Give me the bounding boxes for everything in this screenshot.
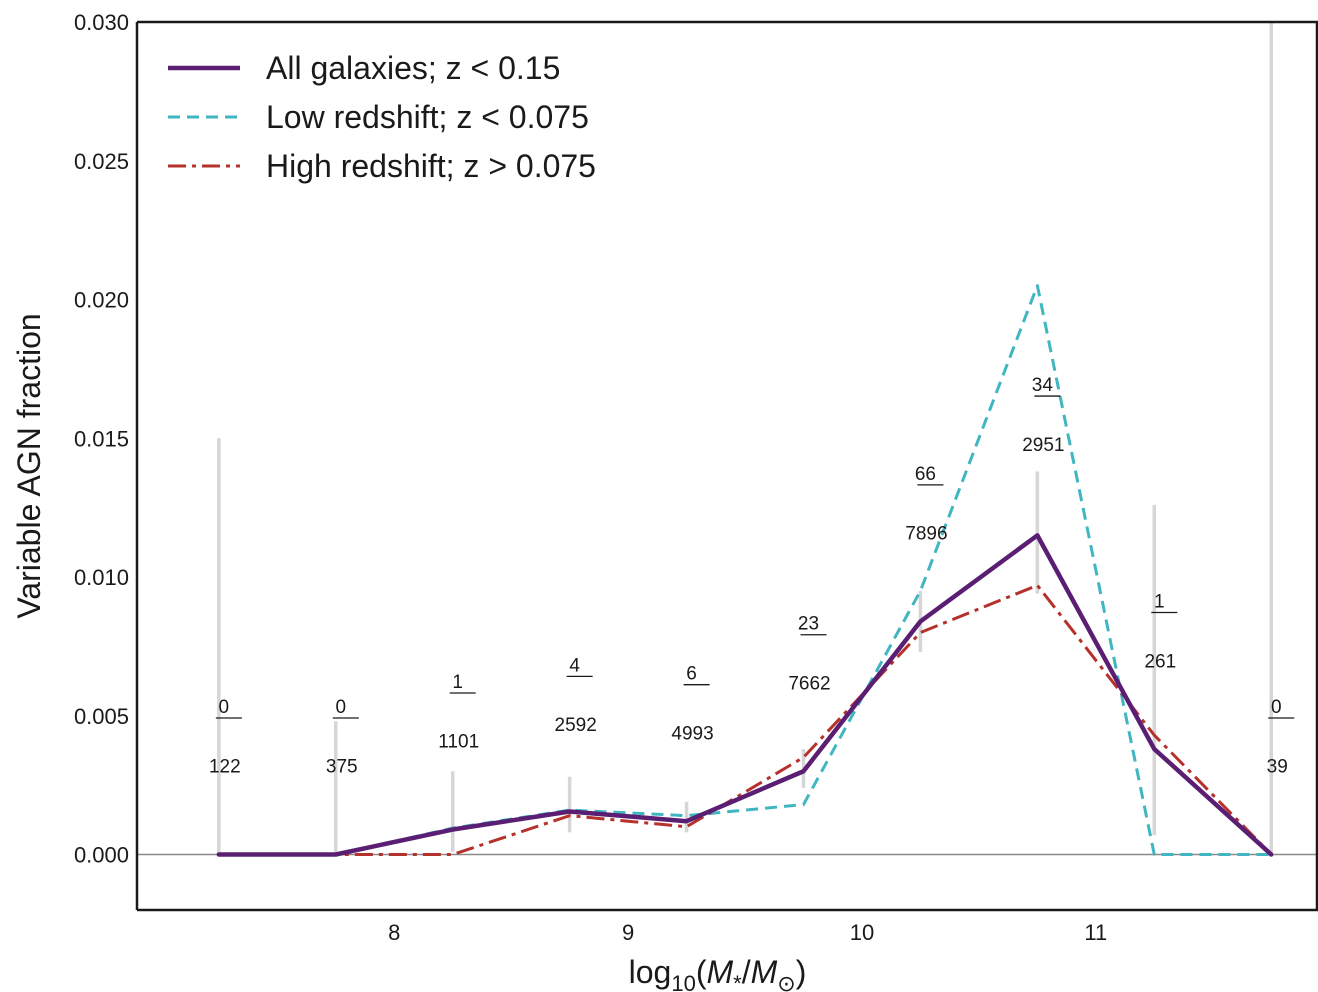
legend-label: All galaxies; z < 0.15 [266,50,560,86]
x-axis-label-part: log [629,954,672,990]
x-axis-label-part: ) [796,954,807,990]
y-tick-label: 0.020 [74,288,129,313]
y-tick-label: 0.005 [74,704,129,729]
axis-labels: Variable AGN fraction log10(M*/M⊙) [11,313,806,992]
annotation-denominator: 1101 [438,732,479,753]
count-annotations: 0 122 0 375 1 1101 4 2592 6 4993 23 7662 66 7896 34 295… [209,375,1295,778]
error-bars [217,22,1273,855]
y-tick-label: 0.030 [74,10,129,35]
annotation-numerator: 6 [686,664,697,685]
annotation-denominator: 4993 [671,723,713,744]
x-axis-label-part: ( [696,954,707,990]
legend: All galaxies; z < 0.15 Low redshift; z < … [168,50,596,184]
annotation-denominator: 39 [1267,757,1288,778]
y-tick-label: 0.025 [74,149,129,174]
annotation-denominator: 2951 [1022,435,1064,456]
series-line-dashdot [218,583,1273,856]
y-tick-label: 0.010 [74,565,129,590]
x-axis-label-part: 10 [671,971,695,992]
x-axis-label-part: ⊙ [777,971,795,992]
annotation-denominator: 7662 [788,673,830,694]
series-lines [216,284,1274,857]
annotation-numerator: 4 [569,655,580,676]
annotation-numerator: 1 [1154,592,1165,613]
annotation-denominator: 375 [326,757,358,778]
annotation-numerator: 0 [1271,697,1282,718]
x-tick-label: 11 [1084,920,1107,945]
annotation-numerator: 23 [798,614,819,635]
legend-label: Low redshift; z < 0.075 [266,99,589,135]
annotation-numerator: 0 [219,697,230,718]
annotation-numerator: 34 [1032,375,1054,396]
y-tick-label: 0.015 [74,426,129,451]
x-tick-label: 8 [388,920,400,945]
x-axis-label: log10(M*/M⊙) [629,954,807,992]
y-axis-label: Variable AGN fraction [11,313,47,618]
annotation-denominator: 122 [209,757,241,778]
annotation-denominator: 7896 [905,524,947,545]
y-tick-label: 0.000 [74,843,129,868]
annotation-numerator: 1 [452,672,463,693]
legend-label: High redshift; z > 0.075 [266,148,596,184]
x-axis-label-part: / [742,954,751,990]
x-axis-label-part: * [733,971,742,992]
series-line-solid [216,533,1274,857]
x-tick-label: 9 [622,920,634,945]
annotation-denominator: 2592 [555,715,597,736]
annotation-numerator: 0 [335,697,346,718]
x-axis-label-part: M [706,954,733,990]
annotation-numerator: 66 [915,464,936,485]
x-axis-label-part: M [751,954,778,990]
annotation-denominator: 261 [1144,651,1176,672]
x-tick-label: 10 [850,920,874,945]
